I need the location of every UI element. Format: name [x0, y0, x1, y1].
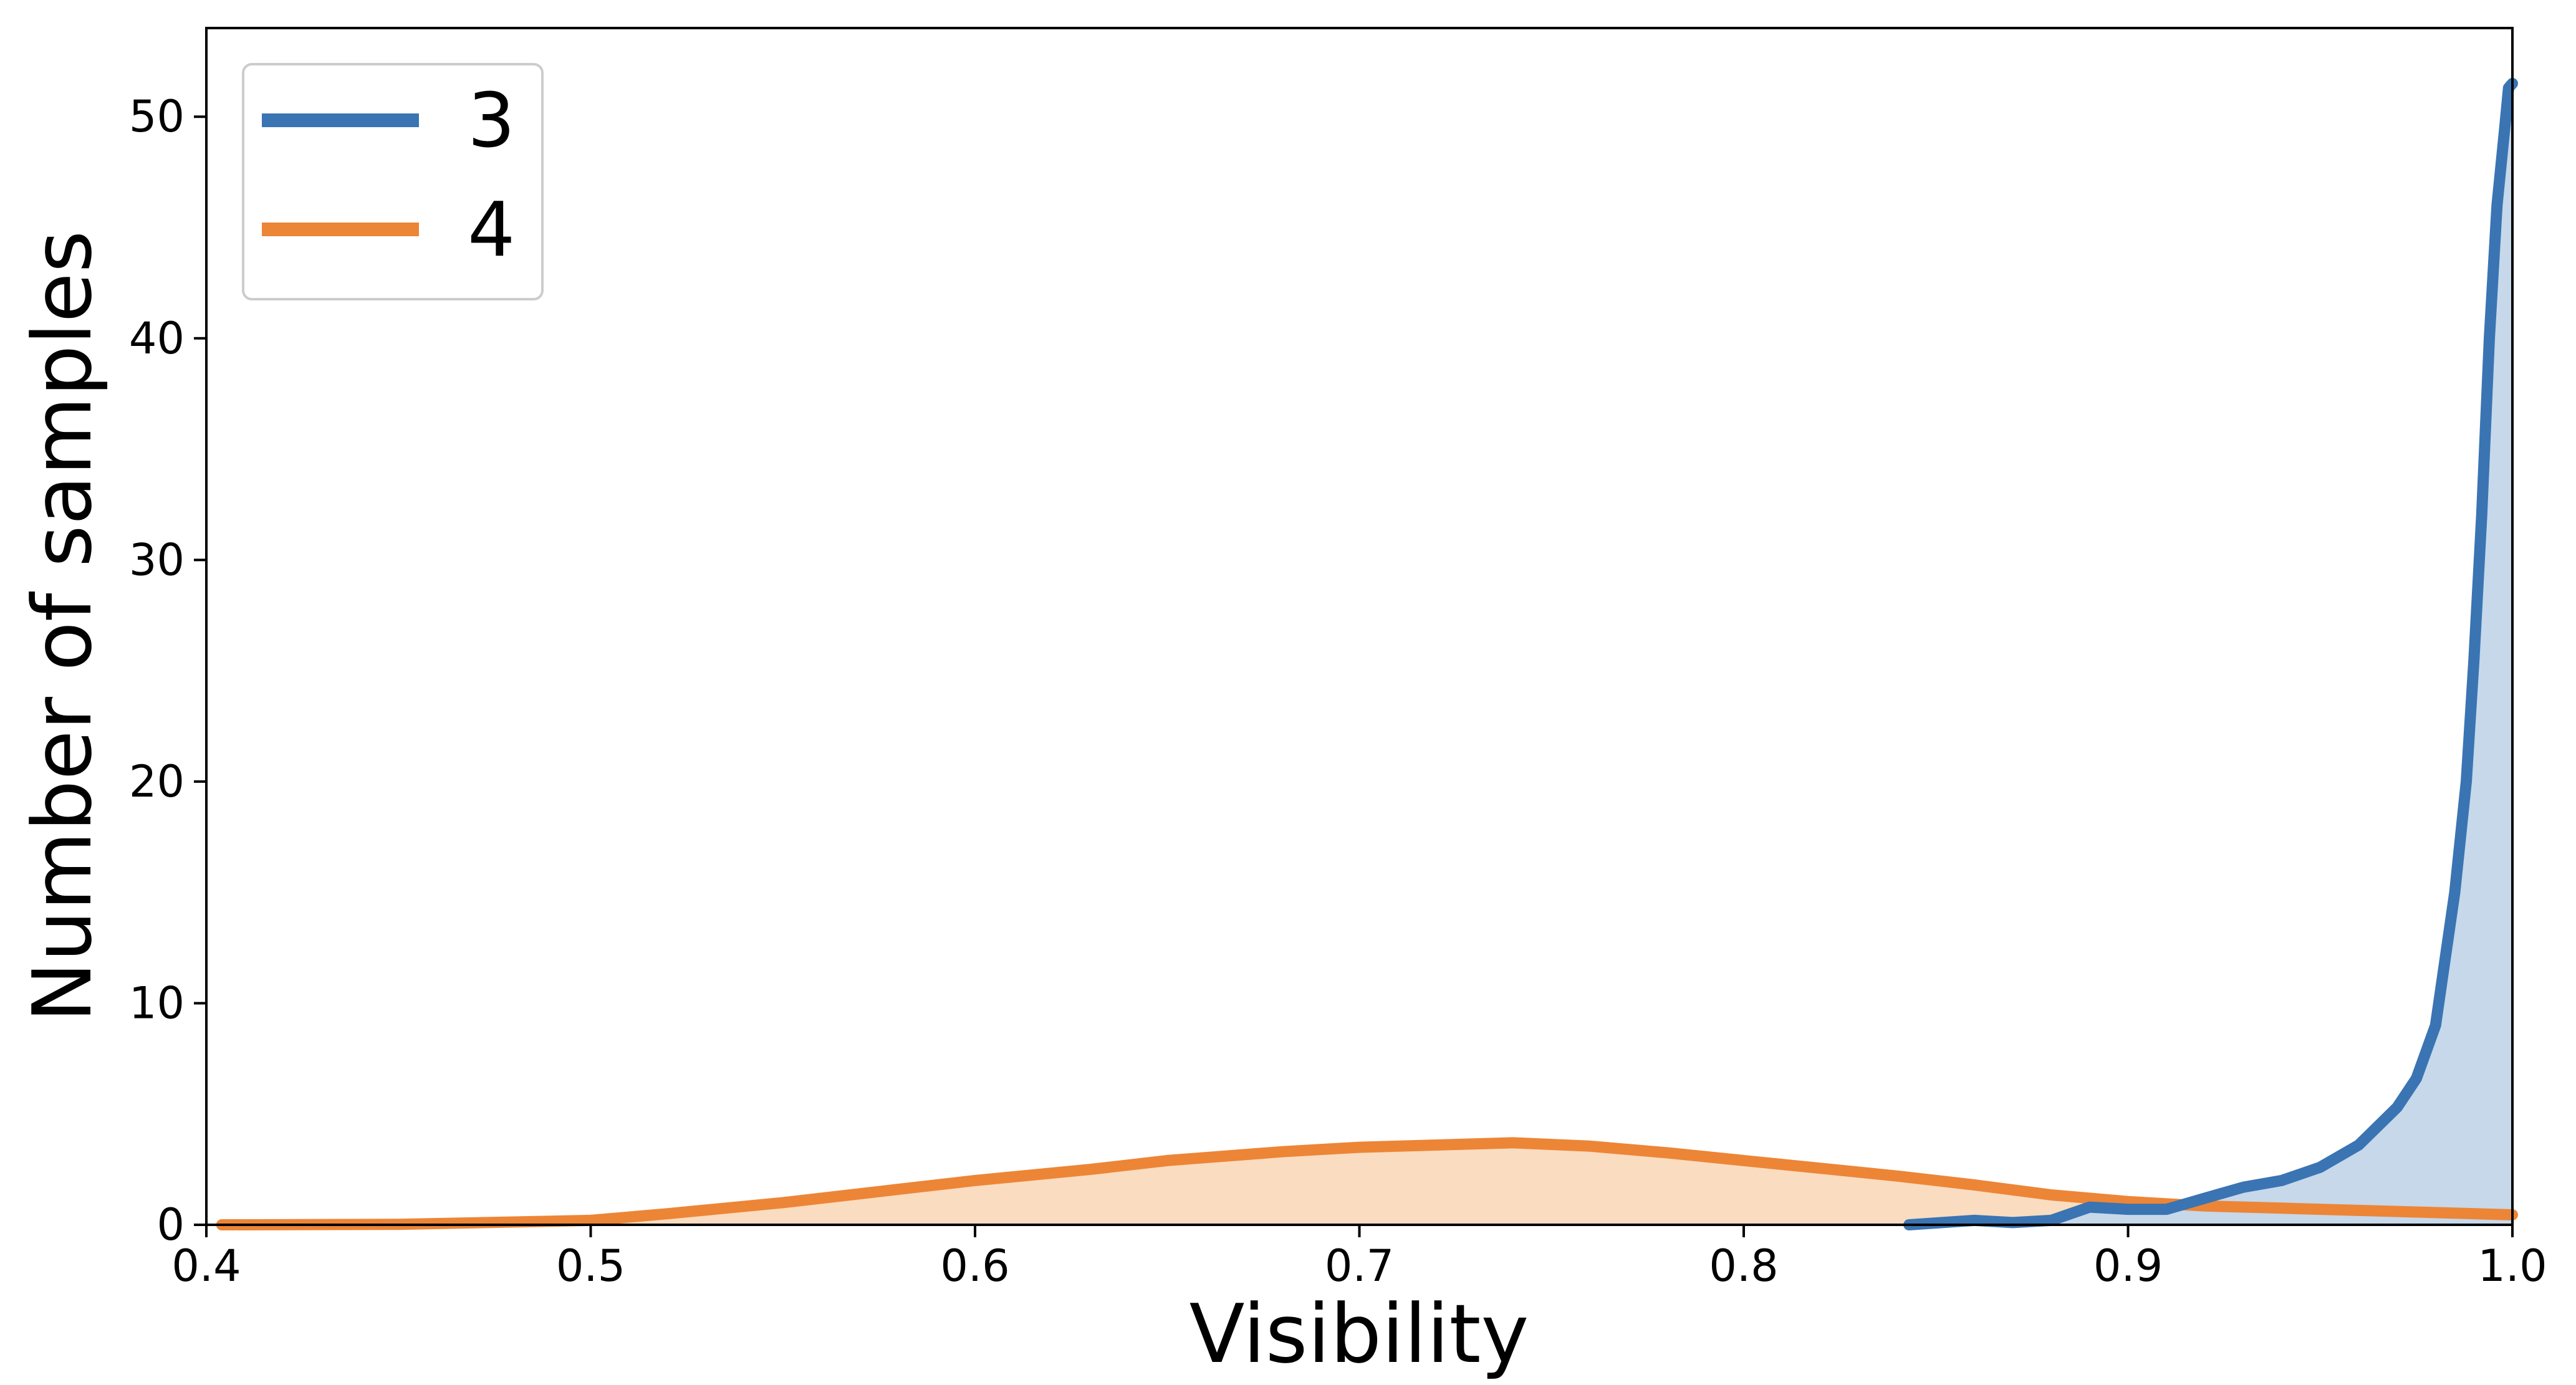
- legend-label-4: 4: [468, 187, 515, 274]
- x-tick-label: 0.6: [940, 1240, 1009, 1292]
- y-tick-label: 20: [129, 756, 185, 807]
- series-lines: [216, 77, 2518, 1230]
- x-axis-ticks: 0.4 0.5 0.6 0.7 0.8 0.9 1.0: [171, 1225, 2547, 1292]
- legend-label-3: 3: [468, 78, 515, 165]
- x-tick-label: 0.5: [556, 1240, 625, 1292]
- y-tick-label: 50: [129, 91, 185, 142]
- series-3-area: [1909, 83, 2512, 1225]
- y-tick-label: 40: [129, 313, 185, 364]
- legend: 34: [242, 63, 544, 300]
- y-tick-label: 10: [129, 977, 185, 1028]
- x-tick-label: 1.0: [2477, 1240, 2547, 1292]
- x-axis-title: Visibility: [1189, 1287, 1529, 1381]
- plot-frame: [205, 27, 2514, 1226]
- x-tick-label: 0.7: [1325, 1240, 1394, 1292]
- x-tick-label: 0.8: [1709, 1240, 1778, 1292]
- series-3-line: [1903, 77, 2518, 1230]
- area-fills: [221, 83, 2513, 1225]
- y-axis-ticks: 0 10 20 30 40 50: [129, 91, 206, 1250]
- y-tick-label: 30: [129, 534, 185, 585]
- y-axis-title: Number of samples: [15, 231, 110, 1023]
- x-tick-label: 0.9: [2093, 1240, 2163, 1292]
- x-tick-label: 0.4: [171, 1240, 241, 1292]
- y-tick-label: 0: [156, 1199, 185, 1250]
